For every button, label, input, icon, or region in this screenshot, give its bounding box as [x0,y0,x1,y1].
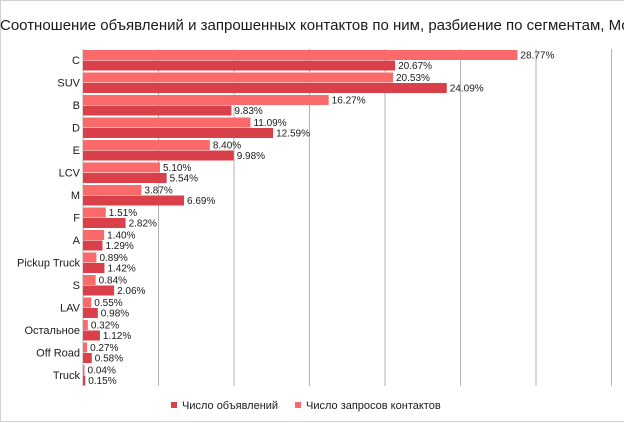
data-label: 5.54% [170,174,198,185]
data-label: 12.59% [276,129,310,140]
data-label: 20.53% [396,73,430,84]
bar-contacts [83,320,88,330]
bar-contacts [83,342,88,353]
bar-listings [83,105,232,116]
category-label: Остальное [24,325,80,337]
category-label: Pickup Truck [17,258,80,270]
data-label: 11.09% [253,118,286,129]
legend-label-listings: Число объявлений [182,400,278,412]
data-label: 0.55% [94,298,122,309]
data-label: 1.29% [105,241,133,252]
bar-contacts [83,162,161,173]
data-label: 1.42% [107,264,135,275]
category-label: C [72,55,80,67]
bar-listings [83,195,185,206]
category-label: F [73,213,80,225]
data-label: 6.69% [187,196,215,207]
bar-listings [83,263,105,273]
bars [83,50,518,386]
data-label: 0.89% [99,253,127,264]
bar-listings [83,150,234,161]
data-label: 0.98% [101,309,129,320]
bar-listings [83,128,274,138]
bar-contacts [83,185,142,195]
bar-contacts [83,252,97,263]
bar-listings [83,330,100,341]
bar-listings [83,375,86,386]
bar-listings [83,173,167,183]
category-label: LCV [59,168,81,180]
bar-listings [83,285,115,296]
bar-contacts [83,207,106,218]
bar-listings [83,240,103,251]
data-label: 5.10% [163,163,191,174]
data-label: 20.67% [398,61,432,72]
data-label: 0.15% [88,376,116,387]
category-label: Off Road [36,348,80,360]
data-label: 0.04% [88,366,116,377]
bar-contacts [83,117,251,128]
bar-contacts [83,297,92,308]
bar-contacts [83,365,85,375]
bar-listings [83,218,126,228]
category-label: B [73,100,80,112]
data-label: 0.58% [95,354,123,365]
data-label: 0.84% [99,276,127,287]
chart-title: Соотношение объявлений и запрошенных кон… [0,17,624,34]
data-labels: 28.77% 20.67%20.53% 24.09% 16.27% 9.83%11.09… [88,51,555,388]
bar-listings [83,308,98,318]
data-label: 3.87% [144,186,172,197]
category-label: A [73,235,81,247]
legend-swatch-contacts [295,402,301,408]
category-label: E [73,145,80,157]
data-label: 28.77% [520,51,554,62]
data-label: 0.32% [91,321,119,332]
legend-label-contacts: Число запросов контактов [306,400,441,412]
data-label: 8.40% [213,141,241,152]
bar-listings [83,353,92,363]
data-label: 9.98% [237,151,265,162]
bar-listings [83,60,396,71]
category-label: Truck [53,370,81,382]
bar-contacts [83,140,210,150]
bar-contacts [83,230,105,240]
data-label: 0.27% [90,343,118,354]
bar-contacts [83,275,96,285]
gridlines [158,49,612,386]
data-label: 9.83% [234,106,262,117]
data-label: 16.27% [332,96,366,107]
data-label: 1.12% [103,331,131,342]
category-label: D [72,123,80,135]
bar-listings [83,83,447,93]
data-label: 2.82% [129,219,157,230]
data-label: 2.06% [117,286,145,297]
bar-contacts [83,50,518,60]
data-label: 1.40% [107,231,135,242]
data-label: 1.51% [109,208,137,219]
category-label: M [71,190,80,202]
data-label: 24.09% [450,84,484,95]
legend-swatch-listings [171,402,177,408]
bar-contacts [83,95,329,105]
category-label: SUV [57,78,80,90]
category-labels: C SUV BDE LCV MFA Pickup Truck S LAV Остальное Of… [17,55,81,382]
category-label: S [73,280,80,292]
bar-contacts [83,72,394,83]
legend: Число объявлений Число запросов контакто… [171,400,441,412]
category-label: LAV [60,303,81,315]
